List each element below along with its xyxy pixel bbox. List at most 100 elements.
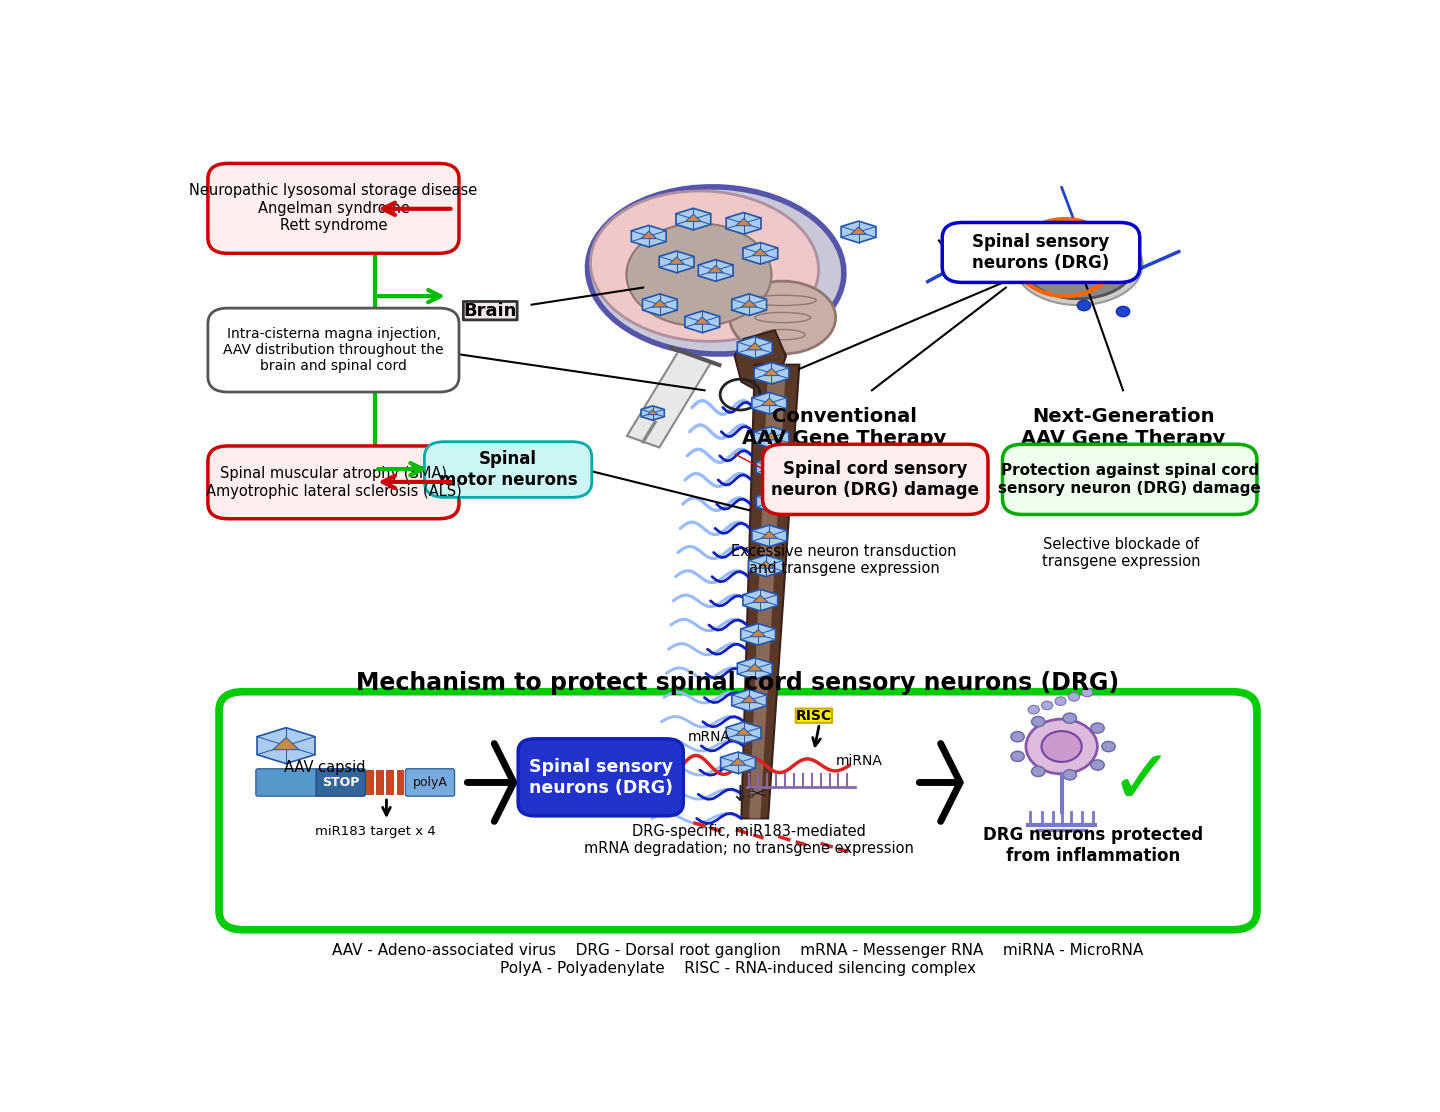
Circle shape bbox=[1028, 705, 1040, 714]
Text: ✓: ✓ bbox=[1110, 745, 1174, 820]
Text: PolyA - Polyadenylate    RISC - RNA-induced silencing complex: PolyA - Polyadenylate RISC - RNA-induced… bbox=[500, 961, 976, 975]
Polygon shape bbox=[766, 497, 782, 504]
Text: polyA: polyA bbox=[412, 776, 448, 790]
Text: DRG neurons protected
from inflammation: DRG neurons protected from inflammation bbox=[984, 826, 1202, 865]
Text: AAV - Adeno-associated virus    DRG - Dorsal root ganglion    mRNA - Messenger R: AAV - Adeno-associated virus DRG - Dorsa… bbox=[333, 943, 1143, 957]
FancyBboxPatch shape bbox=[518, 738, 684, 816]
Text: Spinal cord sensory
neuron (DRG) damage: Spinal cord sensory neuron (DRG) damage bbox=[772, 460, 979, 499]
Polygon shape bbox=[642, 294, 677, 316]
Text: mRNA: mRNA bbox=[688, 731, 730, 744]
Polygon shape bbox=[737, 337, 772, 358]
Polygon shape bbox=[878, 471, 922, 498]
Polygon shape bbox=[747, 342, 763, 350]
Polygon shape bbox=[763, 433, 779, 440]
Polygon shape bbox=[336, 358, 370, 379]
Text: Spinal sensory
neurons (DRG): Spinal sensory neurons (DRG) bbox=[528, 758, 672, 796]
Text: Conventional
AAV Gene Therapy: Conventional AAV Gene Therapy bbox=[742, 407, 946, 448]
Ellipse shape bbox=[1083, 256, 1119, 281]
Polygon shape bbox=[694, 317, 710, 325]
Polygon shape bbox=[734, 330, 786, 390]
Polygon shape bbox=[890, 478, 910, 487]
Ellipse shape bbox=[1045, 245, 1089, 275]
Circle shape bbox=[1031, 716, 1045, 727]
Text: DRG-specific, miR183-mediated
mRNA degradation; no transgene expression: DRG-specific, miR183-mediated mRNA degra… bbox=[585, 824, 914, 856]
Polygon shape bbox=[762, 398, 778, 406]
Circle shape bbox=[1056, 697, 1066, 705]
Polygon shape bbox=[641, 231, 657, 239]
Polygon shape bbox=[756, 457, 791, 478]
Bar bbox=[386, 771, 393, 794]
Polygon shape bbox=[740, 624, 776, 645]
Bar bbox=[396, 771, 403, 794]
Polygon shape bbox=[743, 242, 778, 265]
Polygon shape bbox=[753, 248, 768, 256]
Polygon shape bbox=[756, 490, 791, 513]
Polygon shape bbox=[660, 251, 694, 272]
Bar bbox=[366, 771, 373, 794]
Polygon shape bbox=[641, 406, 664, 420]
Circle shape bbox=[1092, 723, 1104, 733]
Text: RISC: RISC bbox=[796, 708, 832, 723]
Circle shape bbox=[1068, 693, 1080, 702]
Text: miRNA: miRNA bbox=[837, 754, 883, 768]
Polygon shape bbox=[749, 365, 786, 818]
FancyBboxPatch shape bbox=[1002, 445, 1257, 515]
Ellipse shape bbox=[590, 191, 818, 341]
Polygon shape bbox=[736, 218, 752, 226]
Text: Excessive neuron transduction
and transgene expression: Excessive neuron transduction and transg… bbox=[732, 544, 956, 576]
Polygon shape bbox=[736, 728, 752, 735]
FancyBboxPatch shape bbox=[763, 445, 988, 515]
Polygon shape bbox=[737, 658, 772, 679]
Polygon shape bbox=[668, 257, 684, 265]
Polygon shape bbox=[742, 695, 757, 703]
Polygon shape bbox=[841, 221, 876, 242]
Polygon shape bbox=[631, 226, 667, 247]
Polygon shape bbox=[766, 463, 782, 469]
Circle shape bbox=[1081, 688, 1093, 697]
Polygon shape bbox=[274, 737, 300, 749]
Polygon shape bbox=[762, 532, 778, 538]
Text: Protection against spinal cord
sensory neuron (DRG) damage: Protection against spinal cord sensory n… bbox=[998, 464, 1261, 496]
FancyBboxPatch shape bbox=[317, 768, 366, 796]
Text: Next-Generation
AAV Gene Therapy: Next-Generation AAV Gene Therapy bbox=[1021, 407, 1225, 448]
Polygon shape bbox=[685, 215, 701, 221]
Text: ↓✂: ↓✂ bbox=[730, 784, 768, 804]
Polygon shape bbox=[732, 689, 766, 711]
Polygon shape bbox=[720, 752, 756, 774]
Polygon shape bbox=[742, 365, 799, 818]
Text: Brain: Brain bbox=[464, 301, 517, 319]
Polygon shape bbox=[940, 478, 959, 487]
Ellipse shape bbox=[1014, 224, 1142, 305]
Circle shape bbox=[1011, 732, 1024, 742]
FancyBboxPatch shape bbox=[207, 163, 459, 254]
Text: STOP: STOP bbox=[323, 776, 360, 790]
Circle shape bbox=[1063, 713, 1077, 723]
Ellipse shape bbox=[730, 281, 835, 354]
Circle shape bbox=[1025, 719, 1097, 774]
Polygon shape bbox=[675, 208, 711, 230]
Text: Neuropathic lysosomal storage disease
Angelman syndrome
Rett syndrome: Neuropathic lysosomal storage disease An… bbox=[189, 183, 478, 234]
Circle shape bbox=[1011, 752, 1024, 762]
Polygon shape bbox=[726, 722, 760, 744]
Circle shape bbox=[1102, 742, 1115, 752]
Polygon shape bbox=[753, 595, 768, 603]
Polygon shape bbox=[336, 460, 370, 483]
Polygon shape bbox=[648, 410, 658, 415]
Polygon shape bbox=[752, 525, 786, 547]
Circle shape bbox=[1041, 731, 1081, 762]
Polygon shape bbox=[708, 266, 723, 272]
Circle shape bbox=[1031, 766, 1045, 776]
Polygon shape bbox=[346, 467, 361, 474]
Circle shape bbox=[1092, 759, 1104, 771]
Text: Spinal sensory
neurons (DRG): Spinal sensory neurons (DRG) bbox=[972, 234, 1110, 271]
Ellipse shape bbox=[588, 187, 844, 354]
Polygon shape bbox=[750, 629, 766, 637]
Polygon shape bbox=[743, 589, 778, 610]
Text: AAV capsid: AAV capsid bbox=[284, 759, 366, 775]
Polygon shape bbox=[755, 363, 789, 384]
Polygon shape bbox=[749, 555, 783, 577]
Polygon shape bbox=[732, 294, 766, 316]
Text: Intra-cisterna magna injection,
AAV distribution throughout the
brain and spinal: Intra-cisterna magna injection, AAV dist… bbox=[223, 327, 444, 374]
Polygon shape bbox=[726, 212, 760, 235]
Text: miR183 target x 4: miR183 target x 4 bbox=[315, 825, 436, 837]
